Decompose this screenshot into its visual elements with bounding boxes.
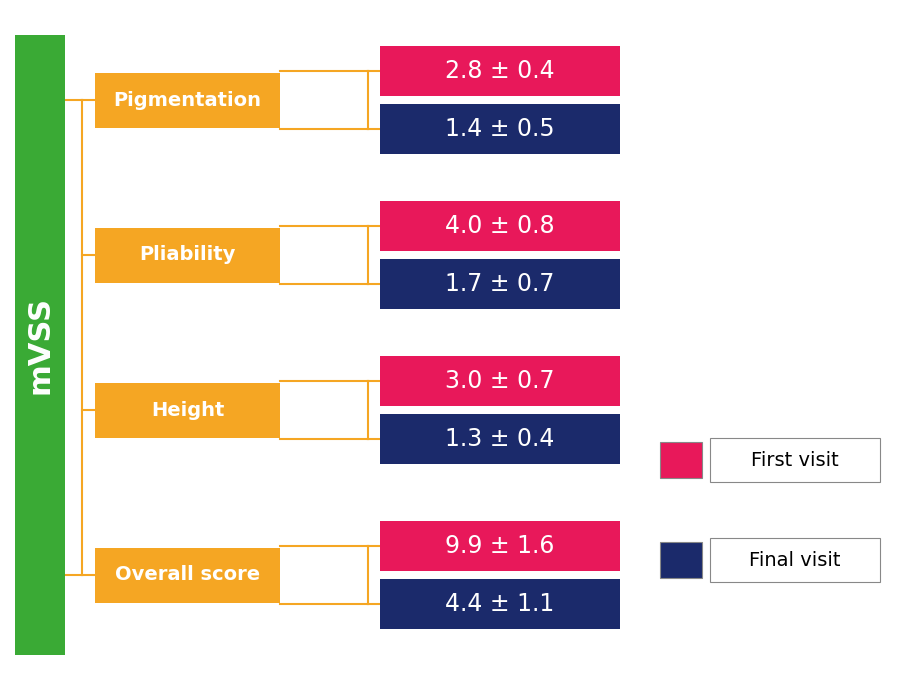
Bar (660, 442, 702, 478)
Bar (95, 228, 280, 282)
Bar (380, 46, 620, 96)
Text: mVSS: mVSS (25, 296, 55, 394)
Bar (380, 356, 620, 406)
Text: Pliability: Pliability (139, 246, 236, 264)
Text: Height: Height (151, 400, 224, 420)
Text: Final visit: Final visit (749, 551, 841, 569)
Bar (380, 259, 620, 309)
Text: 4.0 ± 0.8: 4.0 ± 0.8 (445, 214, 555, 238)
Bar (710, 538, 880, 582)
Bar (95, 72, 280, 128)
Bar (15, 35, 65, 655)
Bar (380, 579, 620, 629)
Text: 9.9 ± 1.6: 9.9 ± 1.6 (445, 534, 555, 558)
Bar (710, 438, 880, 482)
Text: 2.8 ± 0.4: 2.8 ± 0.4 (445, 59, 555, 83)
Text: 4.4 ± 1.1: 4.4 ± 1.1 (445, 592, 554, 616)
Text: First visit: First visit (751, 451, 839, 469)
Text: 1.4 ± 0.5: 1.4 ± 0.5 (445, 117, 555, 141)
Text: 1.7 ± 0.7: 1.7 ± 0.7 (445, 272, 555, 296)
Text: 3.0 ± 0.7: 3.0 ± 0.7 (445, 369, 555, 393)
Bar (380, 521, 620, 571)
Bar (380, 414, 620, 464)
Bar (95, 382, 280, 437)
Bar (95, 547, 280, 602)
Bar (380, 201, 620, 251)
Text: Overall score: Overall score (115, 566, 260, 584)
Text: 1.3 ± 0.4: 1.3 ± 0.4 (445, 427, 555, 451)
Bar (660, 542, 702, 578)
Text: Pigmentation: Pigmentation (114, 90, 261, 110)
Bar (380, 104, 620, 154)
